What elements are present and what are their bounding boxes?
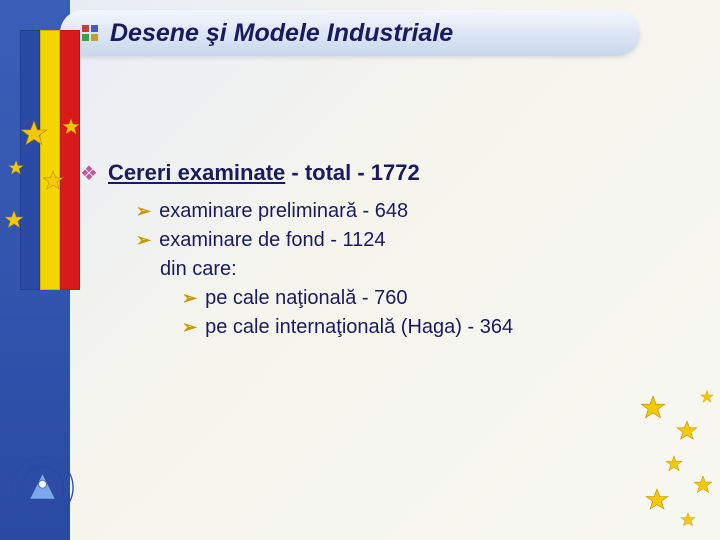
sub-note: din care:: [160, 258, 513, 281]
arrow-bullet-icon: ➢: [182, 288, 197, 309]
main-content: ❖ Cereri examinate - total - 1772 ➢ exam…: [80, 160, 513, 345]
item-text-1: examinare de fond - 1124: [159, 229, 385, 252]
arrow-bullet-icon: ➢: [182, 317, 197, 338]
heading-text: Cereri examinate - total - 1772: [108, 160, 420, 186]
flag-yellow: [40, 30, 60, 290]
star-icon: [665, 455, 683, 478]
sub-list-item: ➢ pe cale internaţională (Haga) - 364: [182, 316, 513, 339]
star-icon: [680, 512, 696, 533]
star-icon: [20, 120, 48, 153]
arrow-bullet-icon: ➢: [136, 230, 151, 251]
star-icon: [62, 118, 80, 141]
star-icon: [645, 488, 669, 517]
heading-row: ❖ Cereri examinate - total - 1772: [80, 160, 513, 186]
item-text-0: examinare preliminară - 648: [159, 200, 408, 223]
heading-underlined: Cereri examinate: [108, 160, 285, 185]
flag-stripes: [20, 30, 80, 290]
institution-seal-icon: Oficiul de Stat pentru Invenţii şi Mărci: [10, 455, 75, 520]
star-icon: [700, 390, 714, 409]
diamond-bullet-icon: ❖: [80, 164, 98, 184]
list-item: ➢ examinare de fond - 1124: [136, 229, 513, 252]
flag-red: [60, 30, 80, 290]
star-icon: [8, 160, 24, 181]
list-item: ➢ examinare preliminară - 648: [136, 200, 513, 223]
plus-grid-icon: [82, 25, 98, 41]
star-icon: [693, 475, 713, 500]
heading-rest: - total - 1772: [285, 160, 419, 185]
star-icon: [676, 420, 698, 447]
star-icon: [640, 395, 666, 426]
title-banner: Desene şi Modele Industriale: [60, 10, 640, 56]
sub-item-text-0: pe cale naţională - 760: [205, 287, 407, 310]
star-icon: [4, 210, 24, 235]
star-icon: [42, 170, 64, 197]
sub-list-item: ➢ pe cale naţională - 760: [182, 287, 513, 310]
slide-title: Desene şi Modele Industriale: [110, 19, 453, 48]
arrow-bullet-icon: ➢: [136, 201, 151, 222]
sub-item-text-1: pe cale internaţională (Haga) - 364: [205, 316, 513, 339]
